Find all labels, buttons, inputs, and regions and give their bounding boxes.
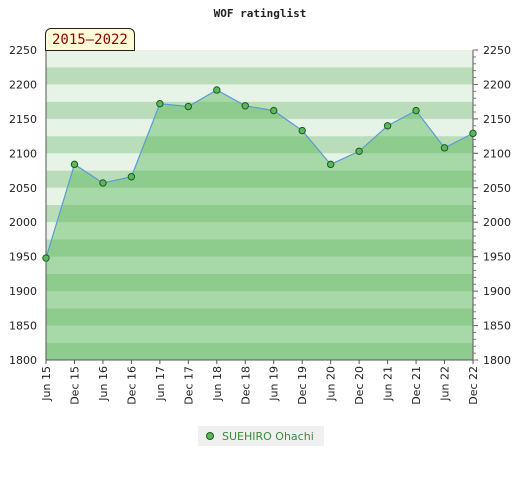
y-tick-label-left: 2200 bbox=[9, 78, 37, 91]
data-point bbox=[326, 160, 335, 169]
grid-band bbox=[46, 291, 473, 309]
x-tick-label: Jun 16 bbox=[97, 366, 110, 402]
grid-band bbox=[46, 342, 473, 360]
y-tick-label-right: 2200 bbox=[483, 78, 511, 91]
y-tick-label-right: 1850 bbox=[483, 320, 511, 333]
grid-band bbox=[46, 50, 473, 68]
y-tick-label-left: 1850 bbox=[9, 320, 37, 333]
data-point bbox=[383, 122, 392, 130]
y-tick-label-right: 2250 bbox=[483, 44, 511, 57]
data-point bbox=[270, 106, 278, 115]
legend-marker-icon bbox=[206, 432, 214, 440]
y-tick-label-right: 1950 bbox=[483, 251, 511, 264]
y-tick-label-left: 1800 bbox=[9, 354, 37, 367]
y-tick-label-right: 2100 bbox=[483, 147, 511, 160]
data-point bbox=[469, 129, 477, 138]
background-bands bbox=[46, 50, 473, 360]
x-tick-label: Dec 18 bbox=[239, 366, 252, 405]
x-tick-label: Dec 15 bbox=[68, 366, 81, 405]
grid-band bbox=[46, 239, 473, 257]
data-point bbox=[355, 147, 363, 155]
grid-band bbox=[46, 308, 473, 326]
x-tick-label: Dec 21 bbox=[410, 366, 423, 405]
legend-label: SUEHIRO Ohachi bbox=[222, 429, 314, 443]
grid-band bbox=[46, 205, 473, 223]
x-tick-label: Jun 18 bbox=[211, 366, 224, 402]
y-tick-label-left: 2100 bbox=[9, 147, 37, 160]
data-point bbox=[298, 126, 306, 135]
x-tick-label: Jun 15 bbox=[40, 366, 53, 402]
x-tick-label: Jun 17 bbox=[154, 366, 167, 402]
grid-band bbox=[46, 256, 473, 274]
area-fill bbox=[46, 89, 473, 360]
y-tick-label-right: 2150 bbox=[483, 113, 511, 126]
data-point bbox=[213, 86, 221, 94]
grid-band bbox=[46, 187, 473, 205]
x-axis: Jun 15 Dec 15 Jun 16 Dec 16 Jun 17 Dec 17 Jun … bbox=[40, 359, 480, 405]
y-tick-label-left: 1950 bbox=[9, 251, 37, 264]
x-tick-label: Jun 21 bbox=[382, 366, 395, 402]
data-point bbox=[127, 173, 136, 181]
y-tick-label-right: 2000 bbox=[483, 216, 511, 229]
x-tick-label: Dec 16 bbox=[125, 366, 138, 405]
y-tick-label-left: 2250 bbox=[9, 44, 37, 57]
grid-band bbox=[46, 325, 473, 343]
x-tick-label: Dec 20 bbox=[353, 366, 366, 405]
data-point bbox=[440, 144, 449, 152]
x-tick-label: Dec 22 bbox=[467, 366, 480, 405]
x-tick-label: Jun 19 bbox=[268, 366, 281, 402]
legend[interactable]: SUEHIRO Ohachi bbox=[198, 426, 324, 446]
y-tick-label-left: 1900 bbox=[9, 285, 37, 298]
x-tick-label: Dec 19 bbox=[296, 366, 309, 405]
data-point bbox=[241, 102, 249, 110]
chart-title: WOF ratinglist bbox=[214, 7, 307, 20]
x-tick-label: Dec 17 bbox=[182, 366, 195, 405]
y-tick-label-right: 1800 bbox=[483, 354, 511, 367]
y-axis-left: 1800 1850 1900 1950 2000 2050 2100 2150 2200 2250 bbox=[9, 44, 47, 367]
grid-band bbox=[46, 273, 473, 292]
grid-band bbox=[46, 67, 473, 85]
data-points bbox=[42, 86, 477, 262]
y-axis-right: 1800 1850 1900 1950 2000 2050 2100 2150 2200 2250 bbox=[472, 44, 511, 367]
data-point bbox=[99, 179, 107, 187]
grid-band bbox=[46, 153, 473, 171]
grid-band bbox=[46, 136, 473, 154]
period-label: 2015–2022 bbox=[45, 28, 135, 51]
area-series bbox=[45, 89, 474, 360]
data-point bbox=[70, 160, 79, 169]
data-point bbox=[184, 102, 193, 111]
y-tick-label-right: 2050 bbox=[483, 182, 511, 195]
y-tick-label-left: 2000 bbox=[9, 216, 37, 229]
data-point bbox=[412, 106, 420, 115]
series-line bbox=[45, 89, 474, 259]
x-tick-label: Jun 20 bbox=[325, 366, 338, 402]
data-point bbox=[42, 254, 50, 262]
x-tick-label: Jun 22 bbox=[439, 366, 452, 402]
y-tick-label-left: 2050 bbox=[9, 182, 37, 195]
grid-band bbox=[46, 170, 473, 188]
data-point bbox=[156, 100, 164, 108]
y-tick-label-left: 2150 bbox=[9, 113, 37, 126]
y-tick-label-right: 1900 bbox=[483, 285, 511, 298]
grid-band bbox=[46, 101, 473, 119]
grid-band bbox=[46, 84, 473, 102]
grid-band bbox=[46, 222, 473, 240]
